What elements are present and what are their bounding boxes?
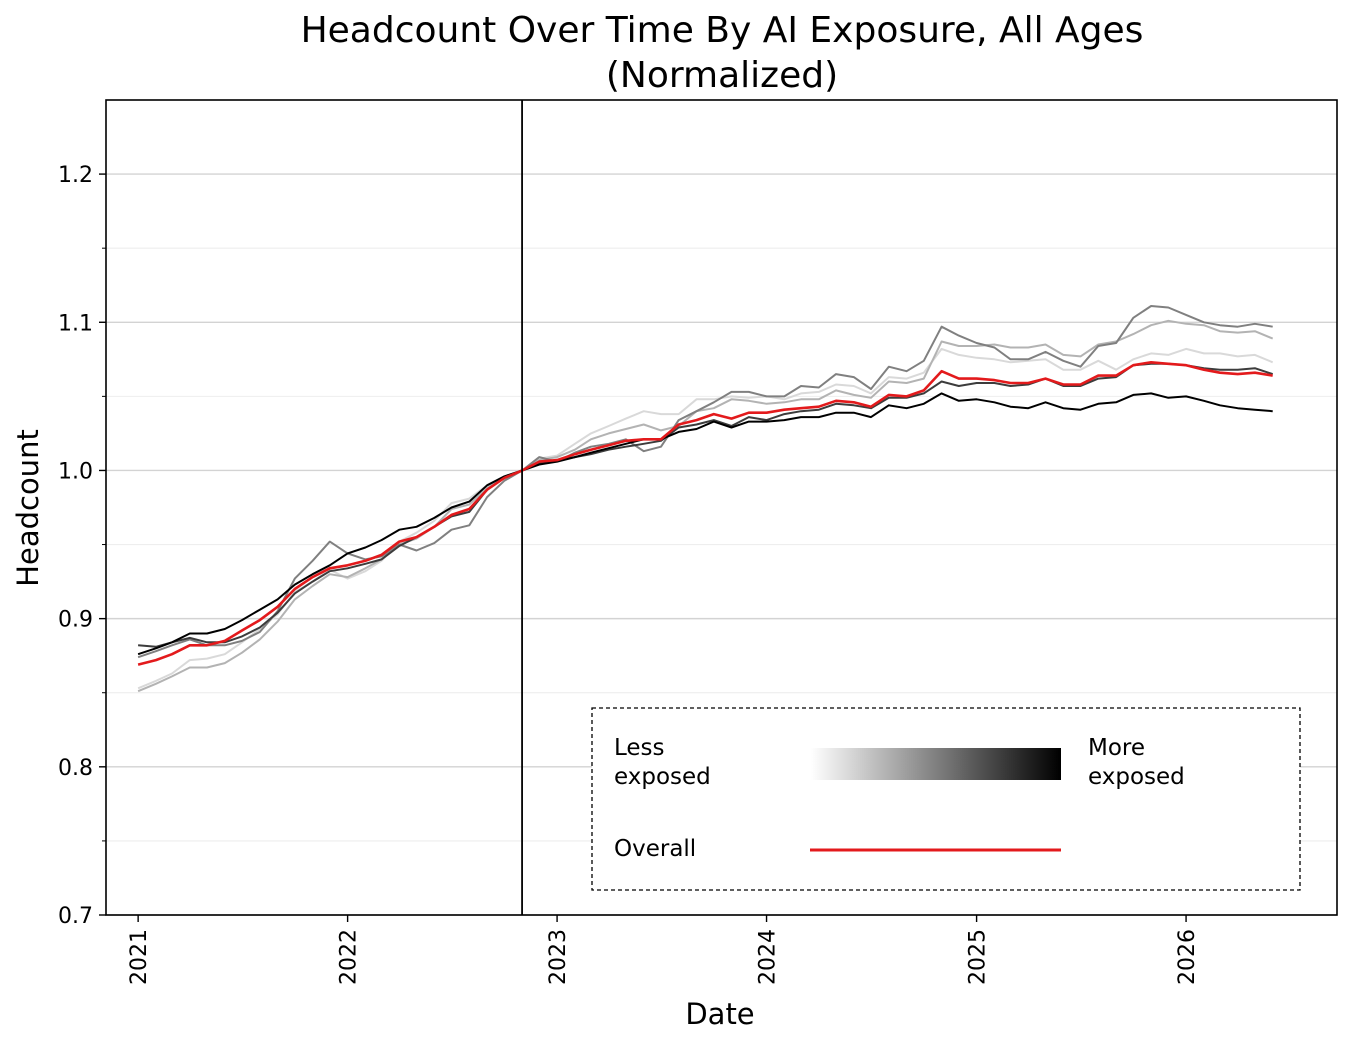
legend-less-line-1: Less xyxy=(614,735,665,761)
legend-overall-label: Overall xyxy=(614,836,697,862)
x-tick-label: 2021 xyxy=(127,929,152,985)
y-tick-label: 1.0 xyxy=(58,459,93,484)
plot-frame xyxy=(105,99,1338,916)
series-line-overall xyxy=(137,360,1273,666)
series-line-exposure xyxy=(137,392,1273,656)
legend-more-exposed: More exposed xyxy=(1088,734,1185,792)
series-line-exposure xyxy=(137,319,1274,693)
x-tick-label: 2024 xyxy=(756,929,781,985)
x-tick-label: 2026 xyxy=(1175,929,1200,985)
legend-less-line-2: exposed xyxy=(614,764,711,790)
x-axis-label: Date xyxy=(685,997,755,1031)
legend-frame xyxy=(591,707,1301,891)
series-lines xyxy=(137,305,1274,693)
series-line-exposure xyxy=(137,305,1273,659)
y-tick-label: 1.1 xyxy=(58,311,93,336)
x-tick-label: 2022 xyxy=(337,929,362,985)
chart-title: Headcount Over Time By AI Exposure, All … xyxy=(300,10,1144,51)
x-tick-label: 2025 xyxy=(966,929,991,985)
legend xyxy=(591,707,1301,891)
legend-less-exposed: Less exposed xyxy=(614,734,711,792)
legend-more-line-2: exposed xyxy=(1088,764,1185,790)
chart-subtitle: (Normalized) xyxy=(605,55,839,96)
y-tick-label: 0.7 xyxy=(58,904,93,929)
series-line-exposure xyxy=(137,347,1274,690)
x-tick-label: 2023 xyxy=(546,929,571,985)
exposure-gradient-bar xyxy=(811,748,1061,780)
y-tick-label: 1.2 xyxy=(58,163,93,188)
series-line-exposure xyxy=(138,362,1274,648)
legend-more-line-1: More xyxy=(1088,735,1146,761)
y-tick-label: 0.8 xyxy=(58,756,93,781)
y-axis-label: Headcount xyxy=(11,429,45,587)
y-tick-label: 0.9 xyxy=(58,608,93,633)
axis-ticks: 0.7 0.8 0.9 1.0 1.1 1.2 2021 2022 2023 2024 2025 20… xyxy=(58,163,1200,985)
